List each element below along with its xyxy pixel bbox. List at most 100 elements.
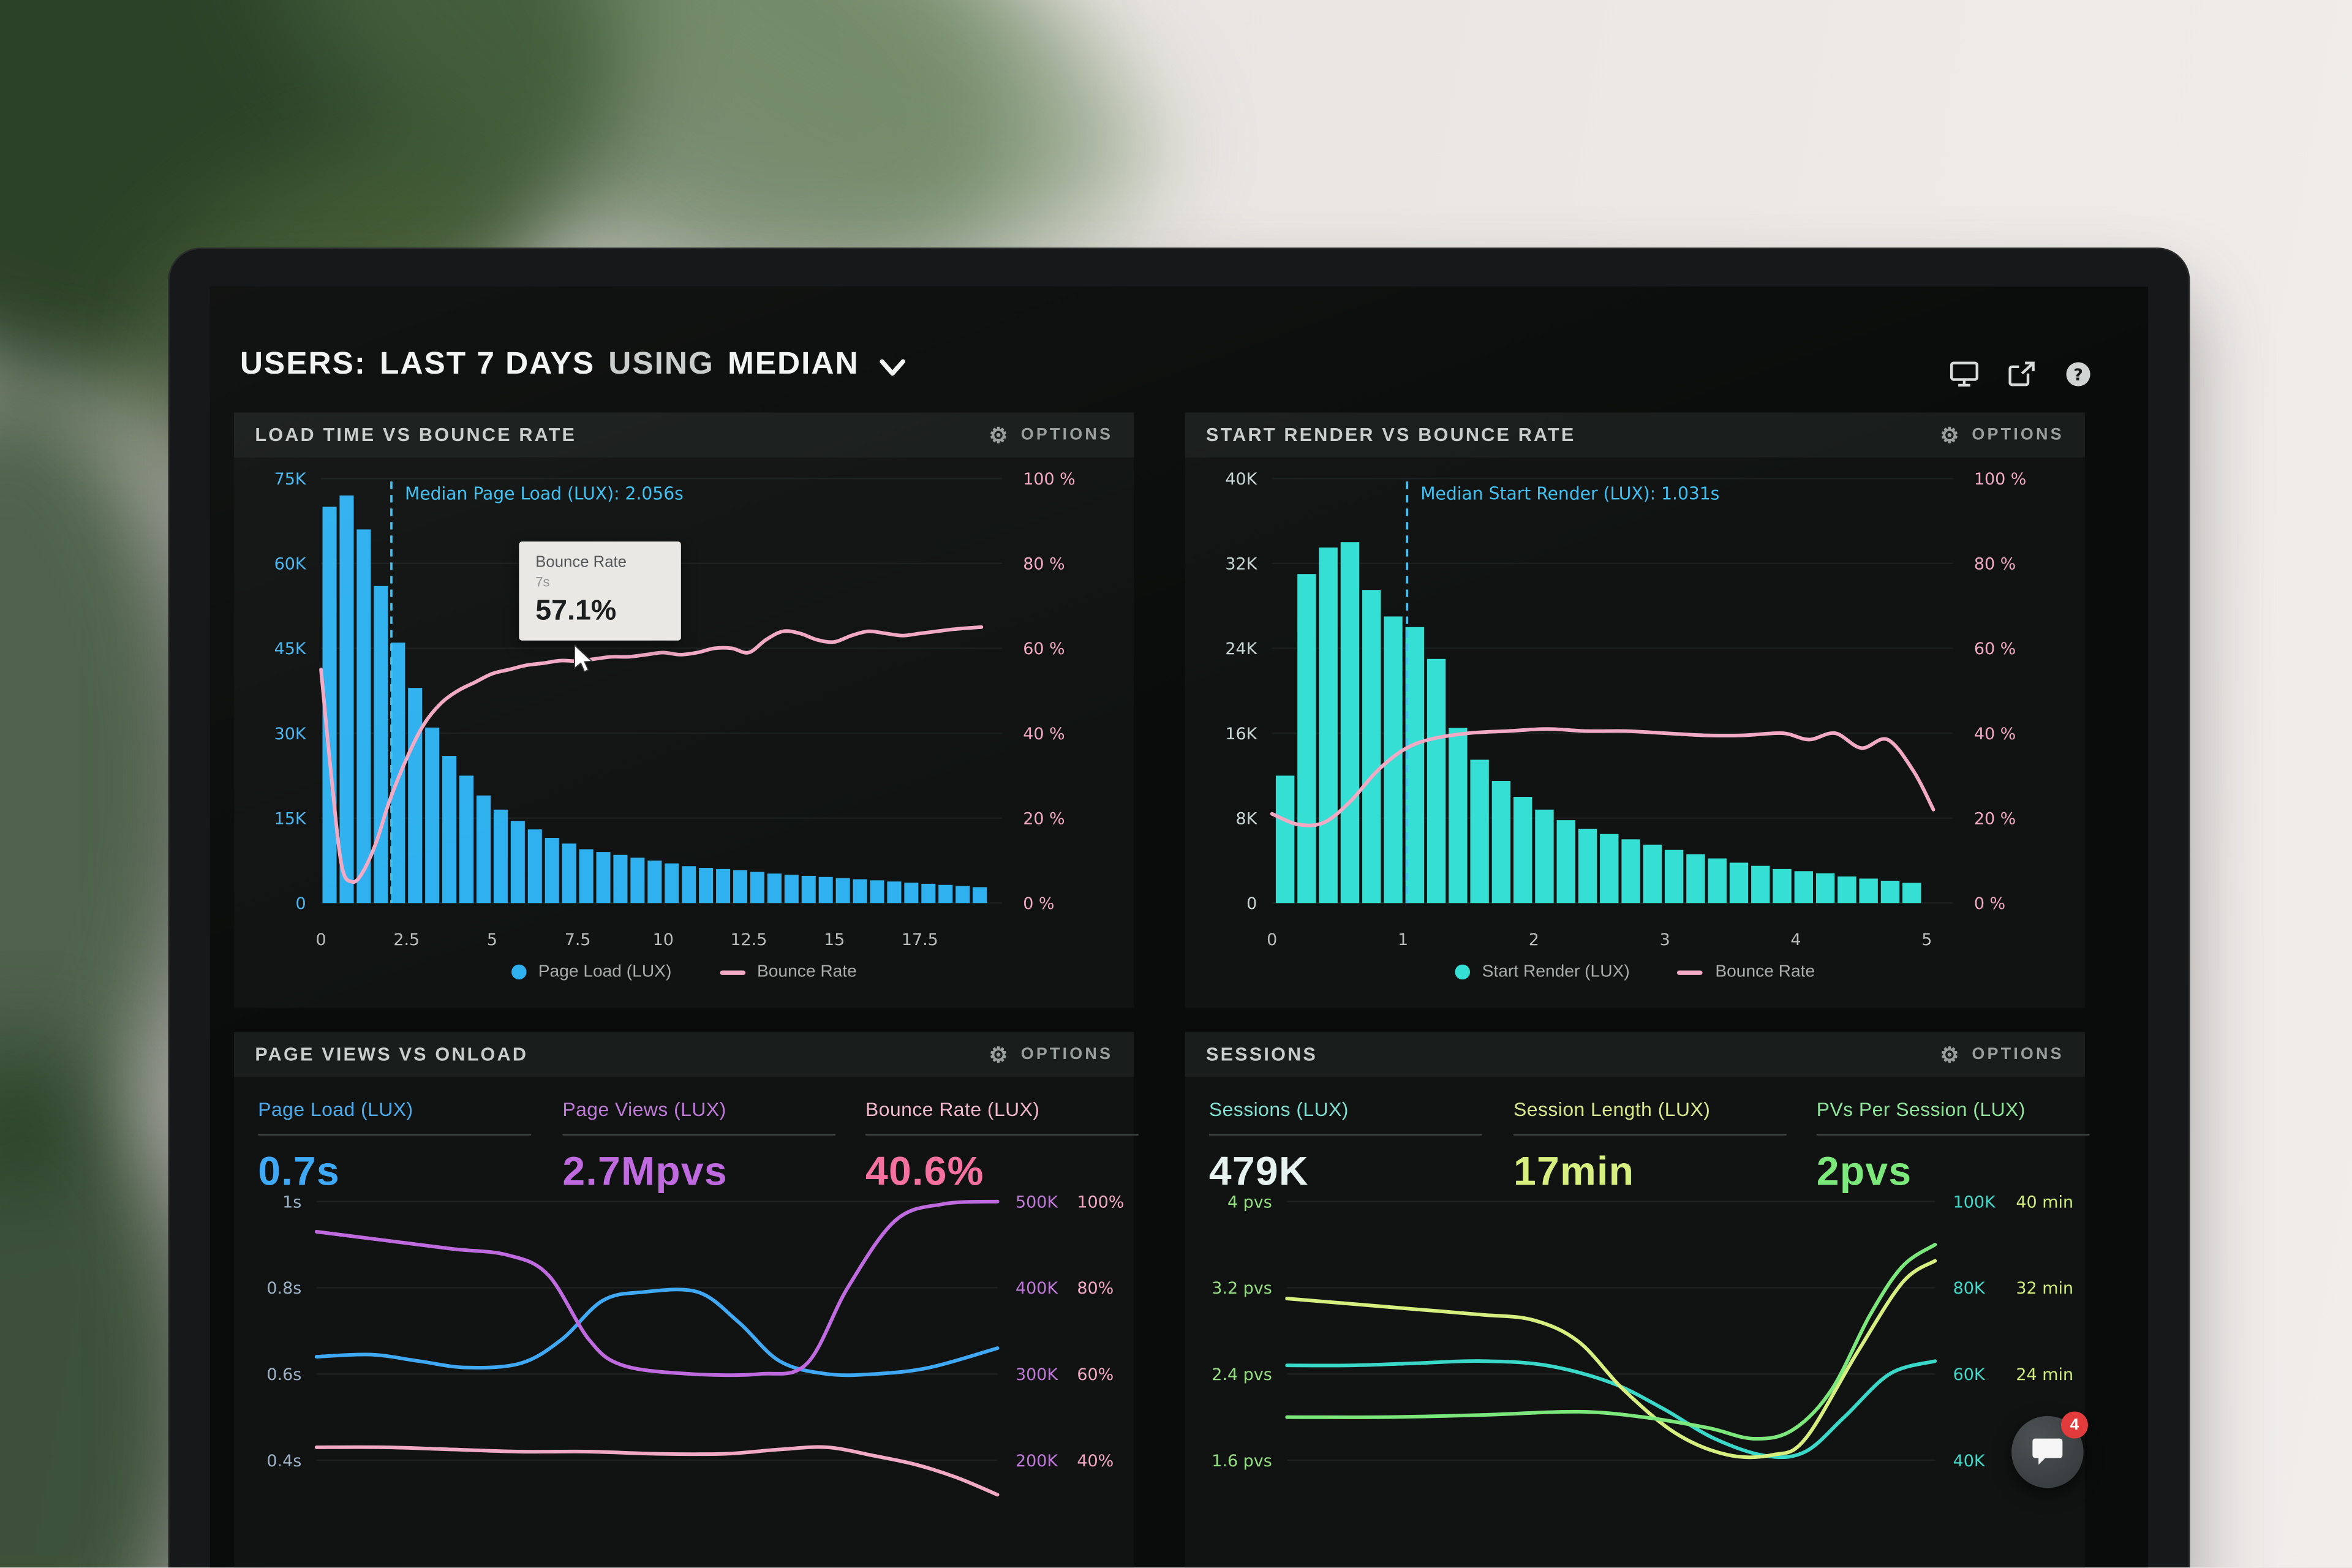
svg-text:0 %: 0 % bbox=[1023, 894, 1054, 913]
options-button[interactable]: ⚙ OPTIONS bbox=[1940, 1042, 2064, 1067]
svg-text:60K: 60K bbox=[1953, 1365, 1986, 1384]
svg-text:40 %: 40 % bbox=[1023, 725, 1065, 744]
svg-text:?: ? bbox=[2073, 366, 2083, 385]
metric-value: 2.7Mpvs bbox=[562, 1148, 728, 1194]
chevron-down-icon bbox=[879, 358, 905, 375]
svg-text:80%: 80% bbox=[1077, 1279, 1114, 1298]
panel-header: START RENDER VS BOUNCE RATE ⚙ OPTIONS bbox=[1185, 412, 2086, 458]
header-toolbar: ? bbox=[1950, 361, 2091, 387]
gear-icon: ⚙ bbox=[989, 1042, 1011, 1067]
chart-tooltip: Bounce Rate 7s 57.1% bbox=[519, 541, 681, 641]
legend-start-render[interactable]: Start Render (LUX) bbox=[1455, 963, 1630, 981]
svg-text:1: 1 bbox=[1398, 930, 1408, 949]
title-users: USERS: bbox=[239, 346, 366, 382]
svg-text:60K: 60K bbox=[274, 555, 307, 574]
panel-title: PAGE VIEWS VS ONLOAD bbox=[255, 1044, 529, 1065]
svg-text:40%: 40% bbox=[1077, 1452, 1114, 1471]
svg-text:10: 10 bbox=[653, 930, 674, 949]
legend-line-icon bbox=[719, 970, 745, 974]
metric-page-load: Page Load (LUX) 0.7s bbox=[258, 1098, 531, 1196]
load-time-chart[interactable]: 0 0 % 15K 20 % 30K 40 % 45K 60 % 60K 80 % 75K 100 %… bbox=[234, 458, 1134, 960]
metric-value: 0.7s bbox=[258, 1148, 340, 1194]
options-button[interactable]: ⚙ OPTIONS bbox=[989, 1042, 1114, 1067]
metric-sessions: Sessions (LUX) 479K bbox=[1208, 1098, 1482, 1196]
gear-icon: ⚙ bbox=[1940, 423, 1962, 447]
panel-page-views-vs-onload: PAGE VIEWS VS ONLOAD ⚙ OPTIONS Page Load… bbox=[234, 1031, 1139, 1568]
chat-launcher-button[interactable]: 4 bbox=[2011, 1411, 2088, 1488]
display-icon[interactable] bbox=[1950, 361, 1979, 387]
svg-text:3: 3 bbox=[1660, 930, 1670, 949]
share-icon[interactable] bbox=[2008, 361, 2035, 387]
svg-text:0 %: 0 % bbox=[1974, 894, 2005, 913]
svg-text:100 %: 100 % bbox=[1974, 470, 2027, 489]
legend-bounce-rate[interactable]: Bounce Rate bbox=[1678, 963, 1815, 981]
panel-title: LOAD TIME VS BOUNCE RATE bbox=[255, 424, 577, 446]
svg-text:2.5: 2.5 bbox=[393, 930, 420, 949]
page-views-onload-chart[interactable]: 1s 500K 100% 0.8s 400K 80% 0.6s 300K 60% 0.4s 200K… bbox=[234, 1189, 1134, 1567]
gear-icon: ⚙ bbox=[1940, 1042, 1962, 1067]
dashboard-screen: USERS: LAST 7 DAYS USING MEDIAN bbox=[209, 286, 2148, 1568]
svg-text:40K: 40K bbox=[1953, 1452, 1986, 1471]
start-render-chart[interactable]: 0 0 % 8K 20 % 16K 40 % 24K 60 % 32K 80 % 40K 100 % 0… bbox=[1185, 458, 2085, 960]
svg-text:15: 15 bbox=[824, 930, 845, 949]
svg-text:80K: 80K bbox=[1953, 1279, 1986, 1298]
svg-text:32 min: 32 min bbox=[2016, 1279, 2073, 1298]
svg-text:3.2 pvs: 3.2 pvs bbox=[1212, 1279, 1272, 1298]
metric-value: 40.6% bbox=[865, 1148, 984, 1194]
svg-text:24 min: 24 min bbox=[2016, 1365, 2073, 1384]
legend-page-load[interactable]: Page Load (LUX) bbox=[511, 963, 671, 981]
metric-value: 17min bbox=[1513, 1148, 1635, 1194]
tooltip-x-value: 7s bbox=[535, 574, 550, 590]
help-icon[interactable]: ? bbox=[2065, 361, 2091, 387]
sessions-chart[interactable]: 4 pvs 100K 40 min 3.2 pvs 80K 32 min 2.4 pvs 60… bbox=[1185, 1189, 2085, 1567]
svg-text:300K: 300K bbox=[1016, 1365, 1058, 1384]
panel-sessions: SESSIONS ⚙ OPTIONS Sessions (LUX) 479K S… bbox=[1185, 1031, 2090, 1568]
options-button[interactable]: ⚙ OPTIONS bbox=[989, 423, 1114, 447]
svg-text:Median Page Load (LUX): 2.056s: Median Page Load (LUX): 2.056s bbox=[405, 484, 684, 504]
svg-text:4 pvs: 4 pvs bbox=[1227, 1193, 1272, 1212]
svg-text:15K: 15K bbox=[274, 809, 307, 828]
panel-header: SESSIONS ⚙ OPTIONS bbox=[1185, 1031, 2086, 1077]
panel-title: START RENDER VS BOUNCE RATE bbox=[1205, 424, 1576, 446]
svg-text:16K: 16K bbox=[1225, 725, 1257, 744]
svg-text:45K: 45K bbox=[274, 639, 307, 658]
svg-text:5: 5 bbox=[487, 930, 497, 949]
svg-text:100%: 100% bbox=[1077, 1193, 1124, 1212]
svg-text:32K: 32K bbox=[1225, 555, 1257, 574]
svg-text:20 %: 20 % bbox=[1023, 809, 1065, 828]
svg-text:100 %: 100 % bbox=[1023, 470, 1076, 489]
title-range: LAST 7 DAYS bbox=[379, 346, 595, 382]
panel-load-time-vs-bounce-rate: LOAD TIME VS BOUNCE RATE ⚙ OPTIONS 0 0 % 1… bbox=[234, 412, 1134, 1008]
svg-text:40 min: 40 min bbox=[2016, 1193, 2073, 1212]
users-range-dropdown[interactable]: USERS: LAST 7 DAYS USING MEDIAN bbox=[240, 347, 906, 383]
options-button[interactable]: ⚙ OPTIONS bbox=[1940, 423, 2064, 447]
svg-text:0: 0 bbox=[295, 894, 306, 913]
svg-text:20 %: 20 % bbox=[1974, 809, 2016, 828]
svg-text:0.6s: 0.6s bbox=[266, 1365, 301, 1384]
svg-text:7.5: 7.5 bbox=[565, 930, 591, 949]
svg-text:Median Start Render (LUX): 1.0: Median Start Render (LUX): 1.031s bbox=[1420, 484, 1719, 504]
panel-title: SESSIONS bbox=[1205, 1044, 1317, 1065]
legend-bounce-rate[interactable]: Bounce Rate bbox=[719, 963, 857, 981]
svg-text:0.8s: 0.8s bbox=[266, 1279, 301, 1298]
svg-text:40 %: 40 % bbox=[1974, 725, 2016, 744]
title-agg: MEDIAN bbox=[727, 346, 859, 382]
svg-text:5: 5 bbox=[1921, 930, 1932, 949]
svg-text:24K: 24K bbox=[1225, 639, 1257, 658]
svg-text:2.4 pvs: 2.4 pvs bbox=[1212, 1365, 1272, 1384]
svg-text:80 %: 80 % bbox=[1974, 555, 2016, 574]
chart-legend: Page Load (LUX) Bounce Rate bbox=[234, 963, 1134, 981]
svg-text:400K: 400K bbox=[1016, 1279, 1058, 1298]
gear-icon: ⚙ bbox=[989, 423, 1011, 447]
chart-legend: Start Render (LUX) Bounce Rate bbox=[1185, 963, 2085, 981]
svg-text:60 %: 60 % bbox=[1974, 639, 2016, 658]
legend-line-icon bbox=[1678, 970, 1703, 974]
metric-session-length: Session Length (LUX) 17min bbox=[1513, 1098, 1787, 1196]
metric-bounce-rate: Bounce Rate (LUX) 40.6% bbox=[865, 1098, 1139, 1196]
metric-pvs-per-session: PVs Per Session (LUX) 2pvs bbox=[1816, 1098, 2090, 1196]
svg-text:60%: 60% bbox=[1077, 1365, 1114, 1384]
svg-text:200K: 200K bbox=[1016, 1452, 1058, 1471]
tooltip-series: Bounce Rate bbox=[535, 553, 627, 572]
